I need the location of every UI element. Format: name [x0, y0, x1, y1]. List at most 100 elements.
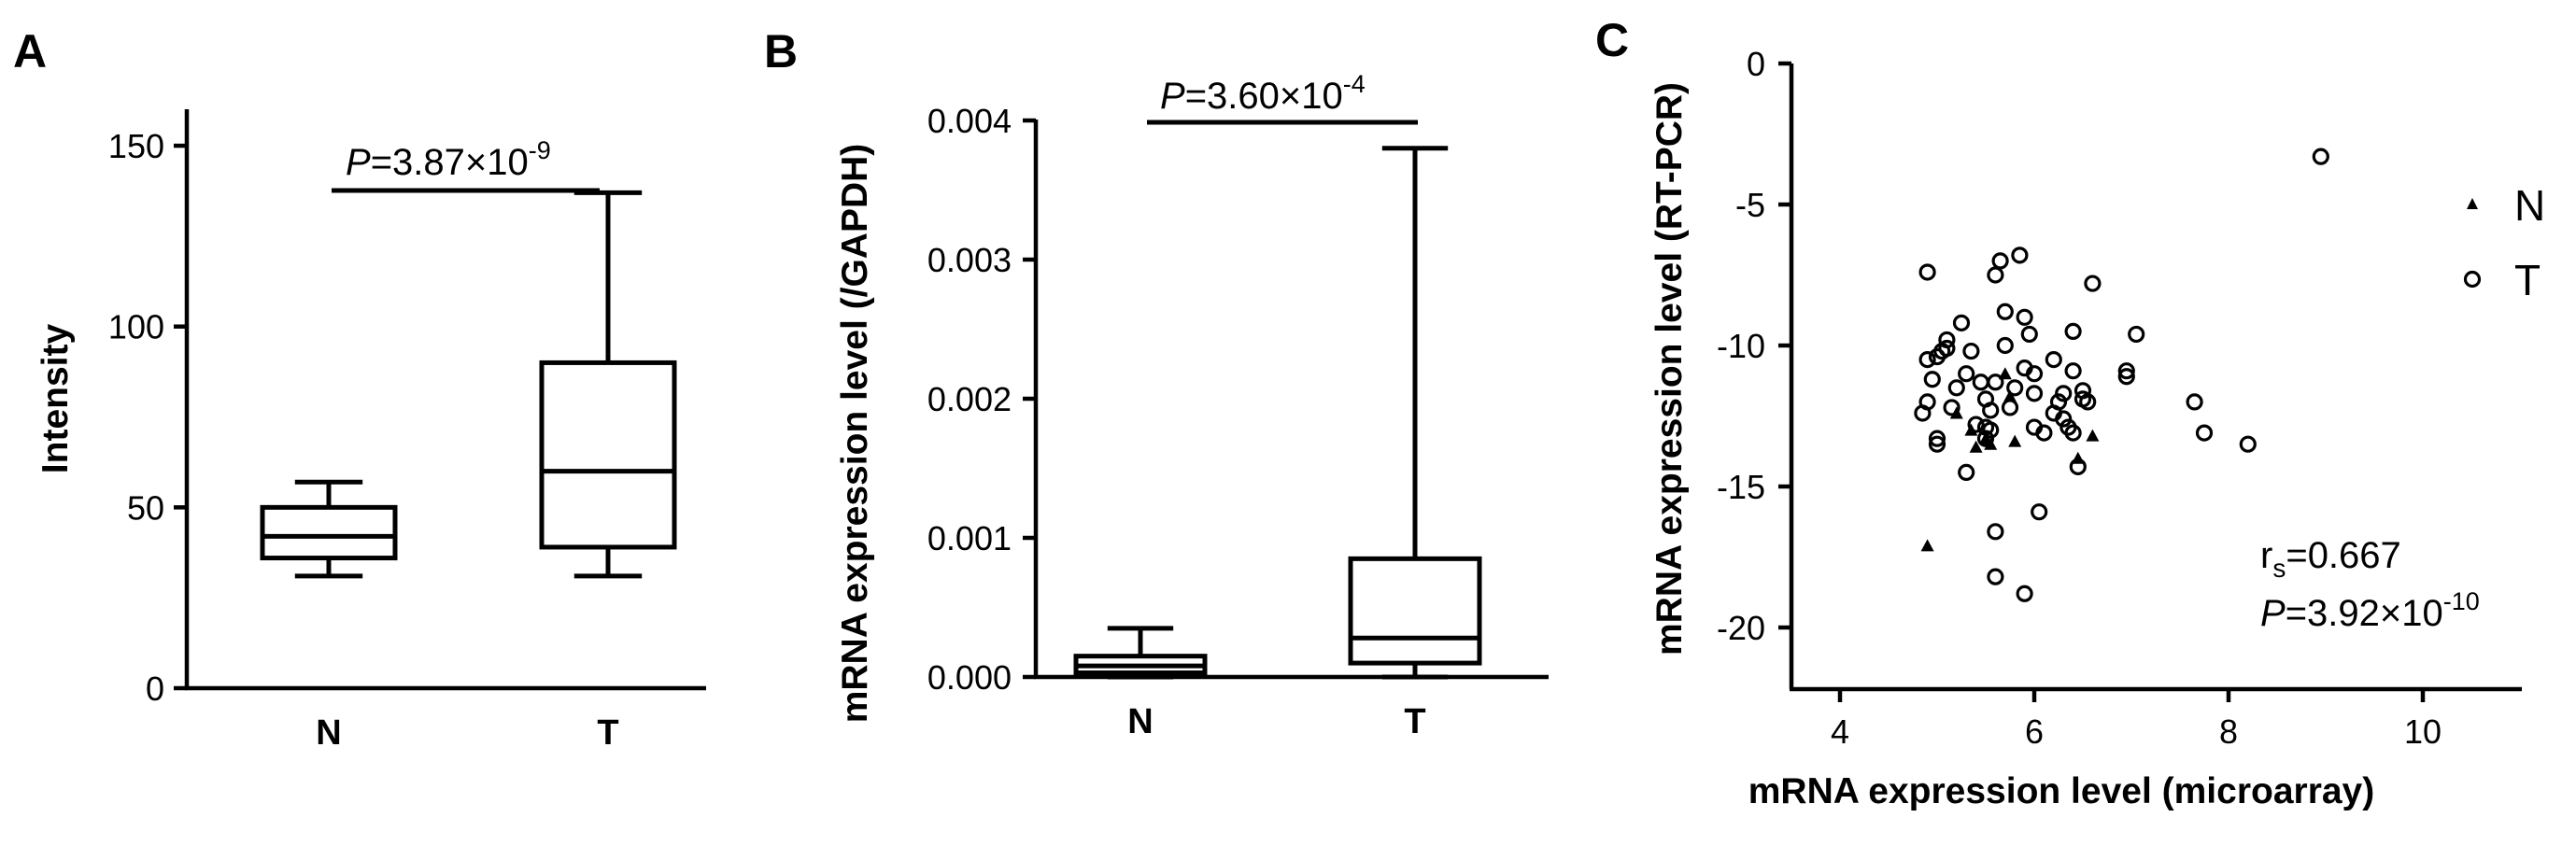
- point-t: [2074, 390, 2092, 408]
- point-t: [1938, 331, 1956, 349]
- point-t: [1962, 342, 1980, 360]
- panel-c-y-tick-label: 0: [1747, 45, 1765, 83]
- point-t: [2016, 308, 2033, 326]
- point-t: [1923, 371, 1941, 388]
- point-t: [1972, 374, 1989, 391]
- panel-a-category-label: N: [316, 713, 341, 753]
- panel-a-y-axis-title: Intensity: [35, 324, 76, 474]
- panel-c-letter: C: [1595, 14, 1629, 66]
- point-t: [2031, 503, 2048, 521]
- panel-b-category-label: N: [1127, 702, 1153, 741]
- panel-c-y-tick-label: -5: [1735, 186, 1765, 224]
- panel-b-tick-label: 0.004: [927, 102, 1012, 140]
- panel-c: C mRNA expression level (RT-PCR) 0 -5 -10 -…: [1595, 14, 2545, 811]
- legend-label-n: N: [2514, 181, 2545, 230]
- panel-c-points: [1914, 148, 2329, 602]
- panel-c-x-tick-label: 10: [2404, 712, 2442, 751]
- point-t: [1938, 339, 1956, 358]
- legend-marker-t: [2463, 270, 2482, 289]
- point-t: [2045, 351, 2062, 369]
- panel-a-category-label: T: [597, 713, 618, 753]
- panel-c-x-axis-title: mRNA expression level (microarray): [1748, 771, 2375, 811]
- point-t: [2020, 325, 2038, 344]
- panel-a-tick-label: 50: [127, 488, 164, 527]
- point-t: [2128, 325, 2145, 344]
- point-t: [1918, 393, 1936, 411]
- panel-a-tick-label: 100: [108, 308, 164, 346]
- panel-c-x-ticks: 4 6 8 10: [1831, 689, 2442, 751]
- point-t: [1918, 351, 1936, 369]
- panel-a-box-T: [539, 190, 677, 579]
- panel-c-correlation: rs=0.667: [2260, 535, 2401, 583]
- point-n: [1920, 539, 1934, 552]
- point-t: [2239, 435, 2257, 453]
- box-iqr: [260, 504, 398, 561]
- point-t: [1976, 430, 1995, 447]
- panel-a-box-N: [260, 479, 398, 579]
- point-t: [2312, 148, 2329, 165]
- point-t: [1967, 416, 1985, 433]
- box-iqr: [539, 360, 677, 550]
- point-t: [1987, 266, 2004, 284]
- point-t: [2117, 368, 2135, 386]
- panel-b-category-label: T: [1404, 702, 1425, 741]
- point-t: [2055, 385, 2073, 402]
- panel-a-tick-label: 150: [108, 127, 164, 165]
- panel-b-x-categories: N T: [1127, 702, 1425, 741]
- point-t: [2011, 247, 2029, 264]
- panel-b-boxes: [1073, 146, 1482, 680]
- point-t: [1952, 314, 1971, 331]
- point-t: [1987, 374, 2004, 391]
- point-n: [1969, 440, 1983, 453]
- point-t: [1987, 523, 2004, 541]
- point-t: [2186, 393, 2203, 411]
- point-t: [2025, 385, 2044, 402]
- panel-b-tick-label: 0.001: [927, 519, 1012, 557]
- panel-c-y-tick-label: -15: [1717, 468, 1765, 506]
- panel-c-x-tick-label: 4: [1831, 712, 1849, 751]
- panel-a-y-ticks: 0 50 100 150: [108, 127, 187, 708]
- point-t: [2084, 275, 2102, 292]
- point-t: [2195, 424, 2214, 442]
- panel-c-x-tick-label: 6: [2025, 712, 2044, 751]
- point-t: [1958, 463, 1975, 481]
- panel-b-tick-label: 0.000: [927, 658, 1012, 697]
- panel-a-p-value: P=3.87×10-9: [346, 136, 551, 183]
- panel-a-x-categories: N T: [316, 713, 618, 753]
- panel-c-y-tick-label: -20: [1717, 609, 1765, 647]
- point-n: [1949, 406, 1963, 419]
- panel-b-y-axis-title: mRNA expression level (/GAPDH): [835, 144, 875, 724]
- point-t: [1928, 435, 1946, 453]
- point-t: [2064, 322, 2082, 340]
- point-t: [1958, 365, 1975, 383]
- point-t: [1976, 390, 1995, 408]
- point-t: [2064, 424, 2082, 442]
- point-n: [2071, 451, 2085, 464]
- panel-b-box-T: [1348, 146, 1482, 680]
- point-t: [1947, 379, 1965, 397]
- panel-c-y-tick-label: -10: [1717, 327, 1765, 365]
- panel-c-p-value: P=3.92×10-10: [2260, 587, 2480, 634]
- panel-c-y-axis-title: mRNA expression level (RT-PCR): [1649, 82, 1690, 656]
- point-n: [2008, 434, 2022, 447]
- panel-c-legend: N T: [2463, 181, 2545, 304]
- point-t: [1928, 430, 1946, 447]
- point-t: [1991, 252, 2009, 270]
- panel-a: A Intensity 0 50 100 150 N T P=3.87×10-9: [13, 25, 706, 753]
- panel-b-box-N: [1073, 626, 1208, 680]
- point-t: [1996, 303, 2014, 320]
- panel-b-tick-label: 0.003: [927, 241, 1012, 279]
- legend-label-t: T: [2514, 256, 2541, 304]
- panel-a-letter: A: [13, 25, 47, 78]
- point-n: [1984, 437, 1998, 450]
- point-t: [1943, 399, 1960, 416]
- point-n: [2086, 429, 2100, 442]
- point-t: [2064, 362, 2082, 380]
- point-n: [2003, 389, 2017, 402]
- point-t: [2001, 399, 2019, 416]
- point-n: [1964, 423, 1978, 436]
- point-t: [1918, 263, 1936, 281]
- point-t: [2006, 379, 2024, 397]
- panel-c-x-tick-label: 8: [2219, 712, 2238, 751]
